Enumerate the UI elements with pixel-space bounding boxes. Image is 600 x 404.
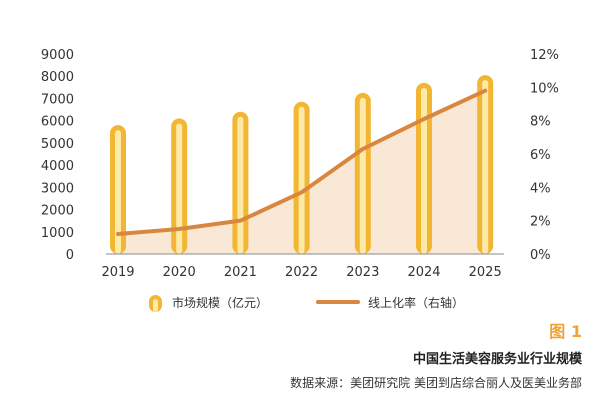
right-tick-label: 6% (530, 148, 551, 163)
left-tick-label: 5000 (41, 137, 74, 152)
combo-chart: 0 1000 2000 3000 4000 5000 6000 7000 8000 9000 0%… (41, 48, 559, 312)
left-tick-label: 6000 (41, 115, 74, 130)
right-tick-label: 12% (530, 48, 559, 63)
x-tick-label: 2019 (101, 265, 134, 280)
left-tick-label: 0 (66, 248, 74, 263)
bars-layer (110, 75, 494, 255)
x-tick-label: 2023 (346, 265, 379, 280)
figure-label: 图 1 (549, 322, 582, 341)
legend-bar-swatch-inner (153, 299, 158, 312)
bar-inner-2023 (359, 97, 366, 254)
bar-inner-2021 (237, 116, 244, 255)
right-tick-label: 10% (530, 81, 559, 96)
bar-inner-2020 (176, 123, 183, 254)
bar-inner-2019 (115, 130, 121, 254)
line-area-fill (118, 90, 486, 255)
x-tick-label: 2022 (285, 265, 318, 280)
bar-inner-2024 (421, 87, 427, 254)
right-tick-label: 0% (530, 248, 551, 263)
figure-title: 中国生活美容服务业行业规模 (412, 352, 582, 367)
left-tick-label: 1000 (41, 226, 74, 241)
x-axis-ticks: 2019 2020 2021 2022 2023 2024 2025 (101, 265, 501, 280)
x-tick-label: 2021 (224, 265, 257, 280)
right-tick-label: 4% (530, 181, 551, 196)
left-axis-ticks: 0 1000 2000 3000 4000 5000 6000 7000 8000 9000 (41, 48, 74, 263)
legend-item-line: 线上化率（右轴） (316, 295, 464, 310)
x-tick-label: 2020 (163, 265, 196, 280)
right-tick-label: 8% (530, 115, 551, 130)
legend-line-label: 线上化率（右轴） (368, 295, 464, 310)
left-tick-label: 4000 (41, 159, 74, 174)
line-area-layer (118, 90, 486, 255)
right-tick-label: 2% (530, 215, 551, 230)
bar-inner-2022 (298, 106, 305, 255)
x-tick-label: 2024 (407, 265, 440, 280)
legend: 市场规模（亿元） 线上化率（右轴） (149, 295, 464, 312)
left-tick-label: 3000 (41, 181, 74, 196)
right-axis-ticks: 0% 2% 4% 6% 8% 10% 12% (530, 48, 559, 263)
left-tick-label: 9000 (41, 48, 74, 63)
left-tick-label: 8000 (41, 70, 74, 85)
bar-inner-2025 (482, 80, 489, 254)
figure-source: 数据来源：美团研究院 美团到店综合丽人及医美业务部 (290, 376, 582, 390)
legend-item-bar: 市场规模（亿元） (149, 295, 268, 312)
left-tick-label: 2000 (41, 204, 74, 219)
left-tick-label: 7000 (41, 92, 74, 107)
legend-bar-label: 市场规模（亿元） (172, 295, 268, 310)
line-layer (116, 88, 488, 236)
x-tick-label: 2025 (469, 265, 502, 280)
